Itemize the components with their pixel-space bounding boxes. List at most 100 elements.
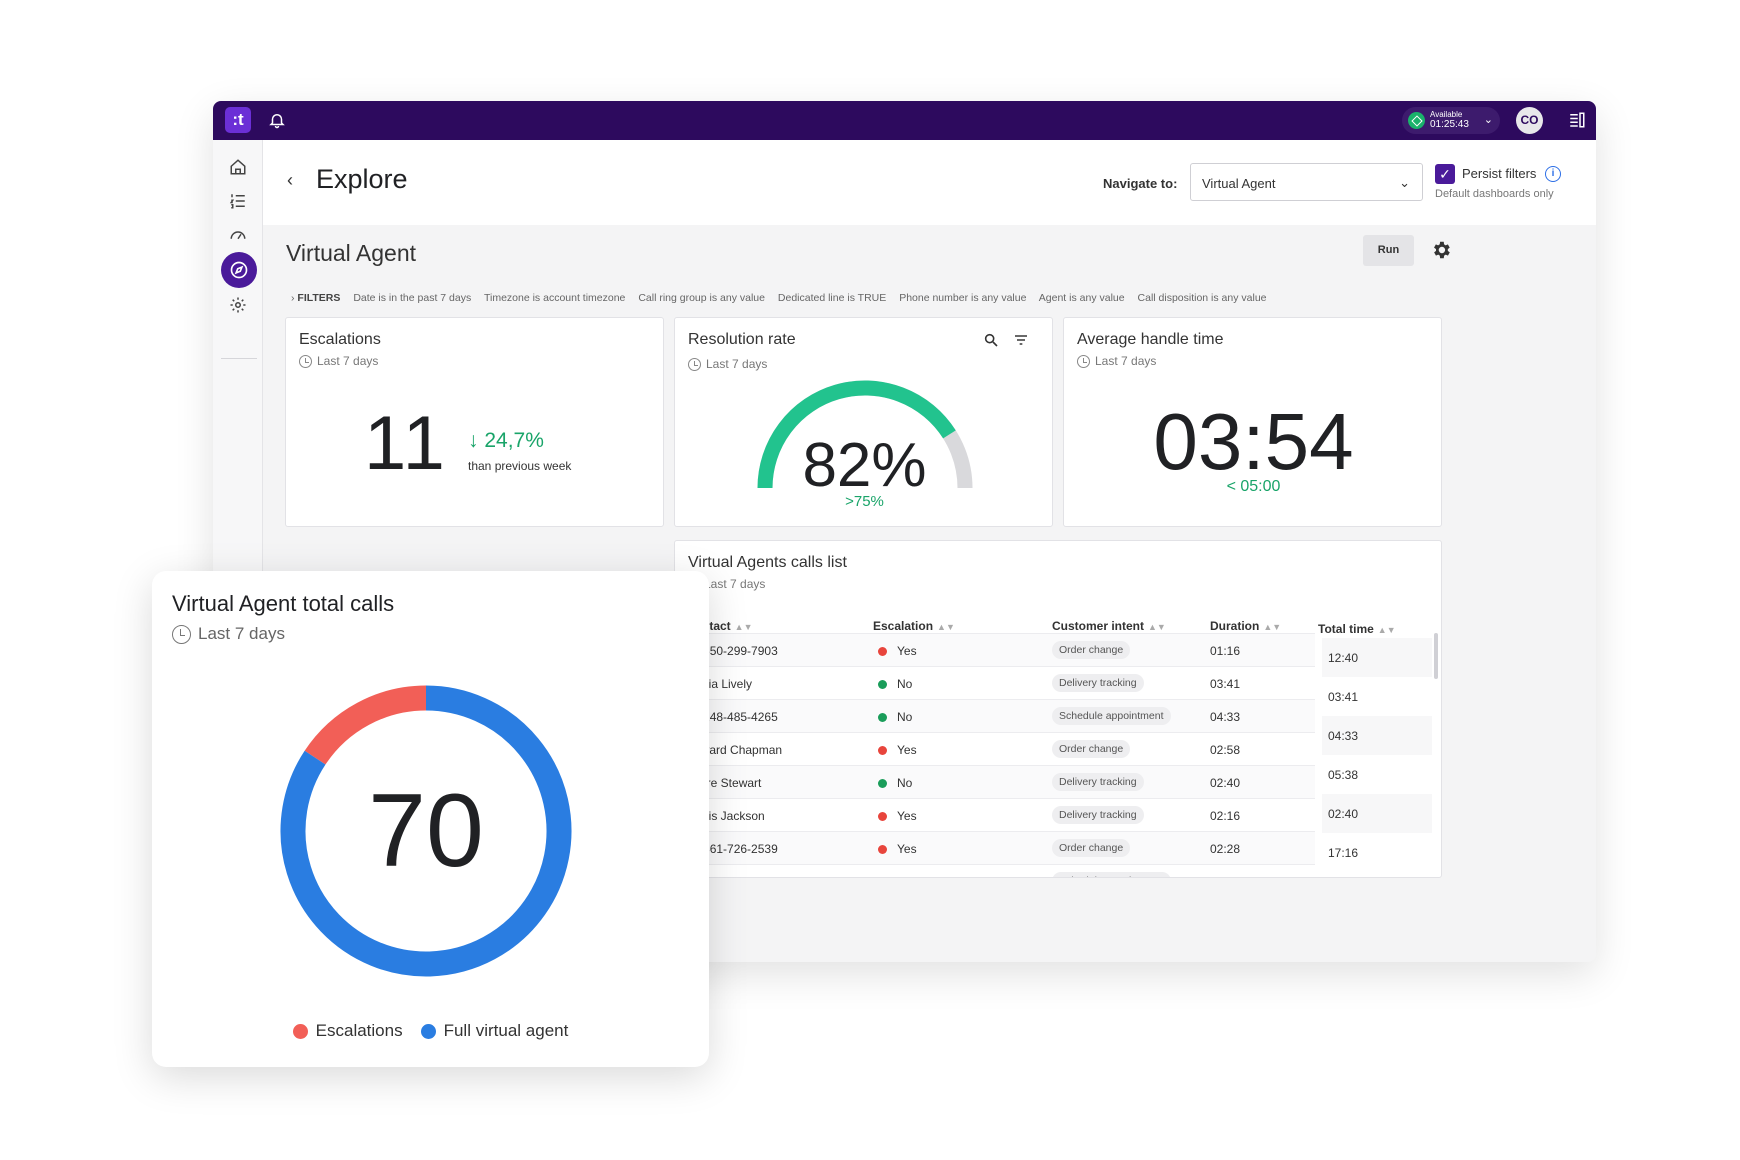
back-arrow-icon[interactable]: ‹	[287, 170, 293, 190]
cell-duration: 01:39	[1210, 875, 1240, 877]
sort-icon: ▲▼	[937, 622, 955, 632]
legend-swatch	[292, 1023, 308, 1039]
period-label: Last 7 days	[706, 357, 768, 371]
gear-icon[interactable]	[1430, 239, 1452, 261]
table-row[interactable]: Edward Chapman Yes Order change 02:58	[675, 732, 1315, 765]
page-header: ‹ Explore Navigate to: Virtual Agent ⌄ ✓…	[263, 140, 1596, 225]
sidebar-item-list[interactable]	[225, 188, 251, 214]
filter-chip[interactable]: Call disposition is any value	[1137, 292, 1267, 304]
cell-escalation: Yes	[897, 644, 917, 658]
escalation-status-dot	[878, 647, 887, 656]
total-time-value: 12:40	[1328, 651, 1359, 665]
trend-caption: than previous week	[468, 459, 572, 473]
filters-bar[interactable]: › FILTERS Date is in the past 7 days Tim…	[291, 292, 1277, 304]
search-icon[interactable]	[983, 332, 999, 348]
column-header-escalation[interactable]: Escalation ▲▼	[873, 619, 955, 633]
column-header-total-time[interactable]: Total time ▲▼	[1318, 622, 1396, 636]
sidebar-divider	[221, 358, 257, 359]
column-header-intent[interactable]: Customer intent ▲▼	[1052, 619, 1166, 633]
page-title: Explore	[316, 164, 408, 194]
table-row[interactable]: Sylvia Lively No Delivery tracking 03:41	[675, 666, 1315, 699]
filter-chip[interactable]: Dedicated line is TRUE	[777, 292, 887, 304]
handle-time-card: Average handle time Last 7 days 03:54 < …	[1063, 317, 1442, 527]
run-button[interactable]: Run	[1363, 235, 1414, 266]
cell-duration: 02:58	[1210, 743, 1241, 757]
intent-badge: Schedule appointment	[1052, 872, 1171, 877]
main-content: ‹ Explore Navigate to: Virtual Agent ⌄ ✓…	[263, 140, 1596, 962]
availability-status[interactable]: Available 01:25:43 ⌄	[1402, 107, 1500, 134]
resolution-value: 82%	[802, 431, 927, 500]
total-time-cell: 05:38	[1322, 755, 1432, 794]
sort-icon: ▲▼	[1148, 622, 1166, 632]
table-row[interactable]: +1 248-485-4265 No Schedule appointment 04:…	[675, 699, 1315, 732]
sidebar-item-home[interactable]	[225, 154, 251, 180]
card-title: Escalations	[299, 331, 381, 348]
card-period: Last 7 days	[688, 357, 767, 371]
filter-chip[interactable]: Call ring group is any value	[638, 292, 765, 304]
filter-chip[interactable]: Timezone is account timezone	[483, 292, 626, 304]
status-indicator-icon	[1408, 112, 1425, 129]
filter-icon[interactable]	[1013, 332, 1029, 348]
legend-item-full-virtual-agent: Full virtual agent	[420, 1021, 568, 1041]
table-row[interactable]: Claire Stewart No Delivery tracking 02:40	[675, 765, 1315, 798]
table-row[interactable]: +1 650-299-7903 Yes Order change 01:16	[675, 633, 1315, 666]
total-time-cell: 12:40	[1322, 638, 1432, 677]
user-avatar[interactable]: CO	[1516, 107, 1543, 134]
card-title: Virtual Agent total calls	[172, 591, 395, 616]
donut-slice-full-virtual-agent	[280, 685, 572, 977]
intent-badge: Delivery tracking	[1052, 773, 1144, 791]
calls-list-card: Virtual Agents calls list Last 7 days Co…	[674, 540, 1442, 878]
dashboard-title: Virtual Agent	[286, 240, 417, 266]
scrollbar[interactable]	[1434, 633, 1438, 679]
resolution-gauge	[757, 380, 973, 489]
total-time-value: 02:40	[1328, 807, 1359, 821]
column-label: Escalation	[873, 619, 934, 633]
gauge-fill	[757, 380, 956, 489]
escalation-status-dot	[878, 845, 887, 854]
filter-chip[interactable]: Phone number is any value	[899, 292, 1027, 304]
card-title: Virtual Agents calls list	[688, 554, 847, 571]
cell-escalation: No	[897, 875, 912, 877]
navigate-label: Navigate to:	[1103, 176, 1178, 191]
handle-time-target: < 05:00	[1226, 478, 1281, 495]
filter-chip[interactable]: Date is in the past 7 days	[353, 292, 472, 304]
cell-duration: 02:16	[1210, 809, 1241, 823]
total-time-cell: 04:33	[1322, 716, 1432, 755]
clock-icon	[299, 354, 312, 368]
period-label: Last 7 days	[1095, 354, 1157, 368]
table-row[interactable]: +1 817-428-4738 No Schedule appointment 01:…	[675, 864, 1315, 877]
resolution-card: Resolution rate Last 7 days 82% >75%	[674, 317, 1053, 527]
app-window: :t Available 01:25:43 ⌄ CO	[213, 101, 1596, 962]
trend: ↓ 24,7%	[468, 429, 544, 453]
handle-time-value: 03:54	[1153, 397, 1354, 486]
sort-icon: ▲▼	[734, 622, 753, 632]
arrow-down-icon: ↓	[468, 429, 485, 452]
sidebar-item-explore[interactable]	[221, 252, 257, 288]
navigate-select-value: Virtual Agent	[1202, 176, 1276, 191]
persist-filters-checkbox[interactable]: ✓	[1435, 164, 1455, 184]
bell-icon[interactable]	[268, 111, 286, 129]
resolution-target: >75%	[845, 493, 884, 510]
intent-badge: Schedule appointment	[1052, 707, 1171, 725]
table-row[interactable]: Curtis Jackson Yes Delivery tracking 02:16	[675, 798, 1315, 831]
info-icon[interactable]: i	[1545, 166, 1561, 182]
period-label: Last 7 days	[198, 624, 285, 643]
cell-escalation: No	[897, 677, 913, 691]
total-time-value: 17:16	[1328, 846, 1359, 860]
total-time-cell: 02:40	[1322, 794, 1432, 833]
table-row[interactable]: +1 361-726-2539 Yes Order change 02:28	[675, 831, 1315, 864]
gauge-icon	[230, 231, 246, 240]
column-header-duration[interactable]: Duration ▲▼	[1210, 619, 1281, 633]
column-label: Total time	[1318, 622, 1374, 636]
sidebar-item-settings[interactable]	[225, 292, 251, 318]
card-period: Last 7 days	[172, 624, 285, 644]
period-label: Last 7 days	[317, 354, 379, 368]
app-logo[interactable]: :t	[225, 107, 251, 133]
navigate-select[interactable]: Virtual Agent ⌄	[1190, 163, 1423, 201]
filter-chip[interactable]: Agent is any value	[1038, 292, 1125, 304]
card-title: Average handle time	[1077, 331, 1224, 348]
sidebar-item-performance[interactable]	[225, 222, 251, 248]
side-panel-icon[interactable]	[1568, 111, 1586, 129]
legend-label: Escalations	[315, 1021, 403, 1040]
legend-swatch	[420, 1023, 436, 1039]
